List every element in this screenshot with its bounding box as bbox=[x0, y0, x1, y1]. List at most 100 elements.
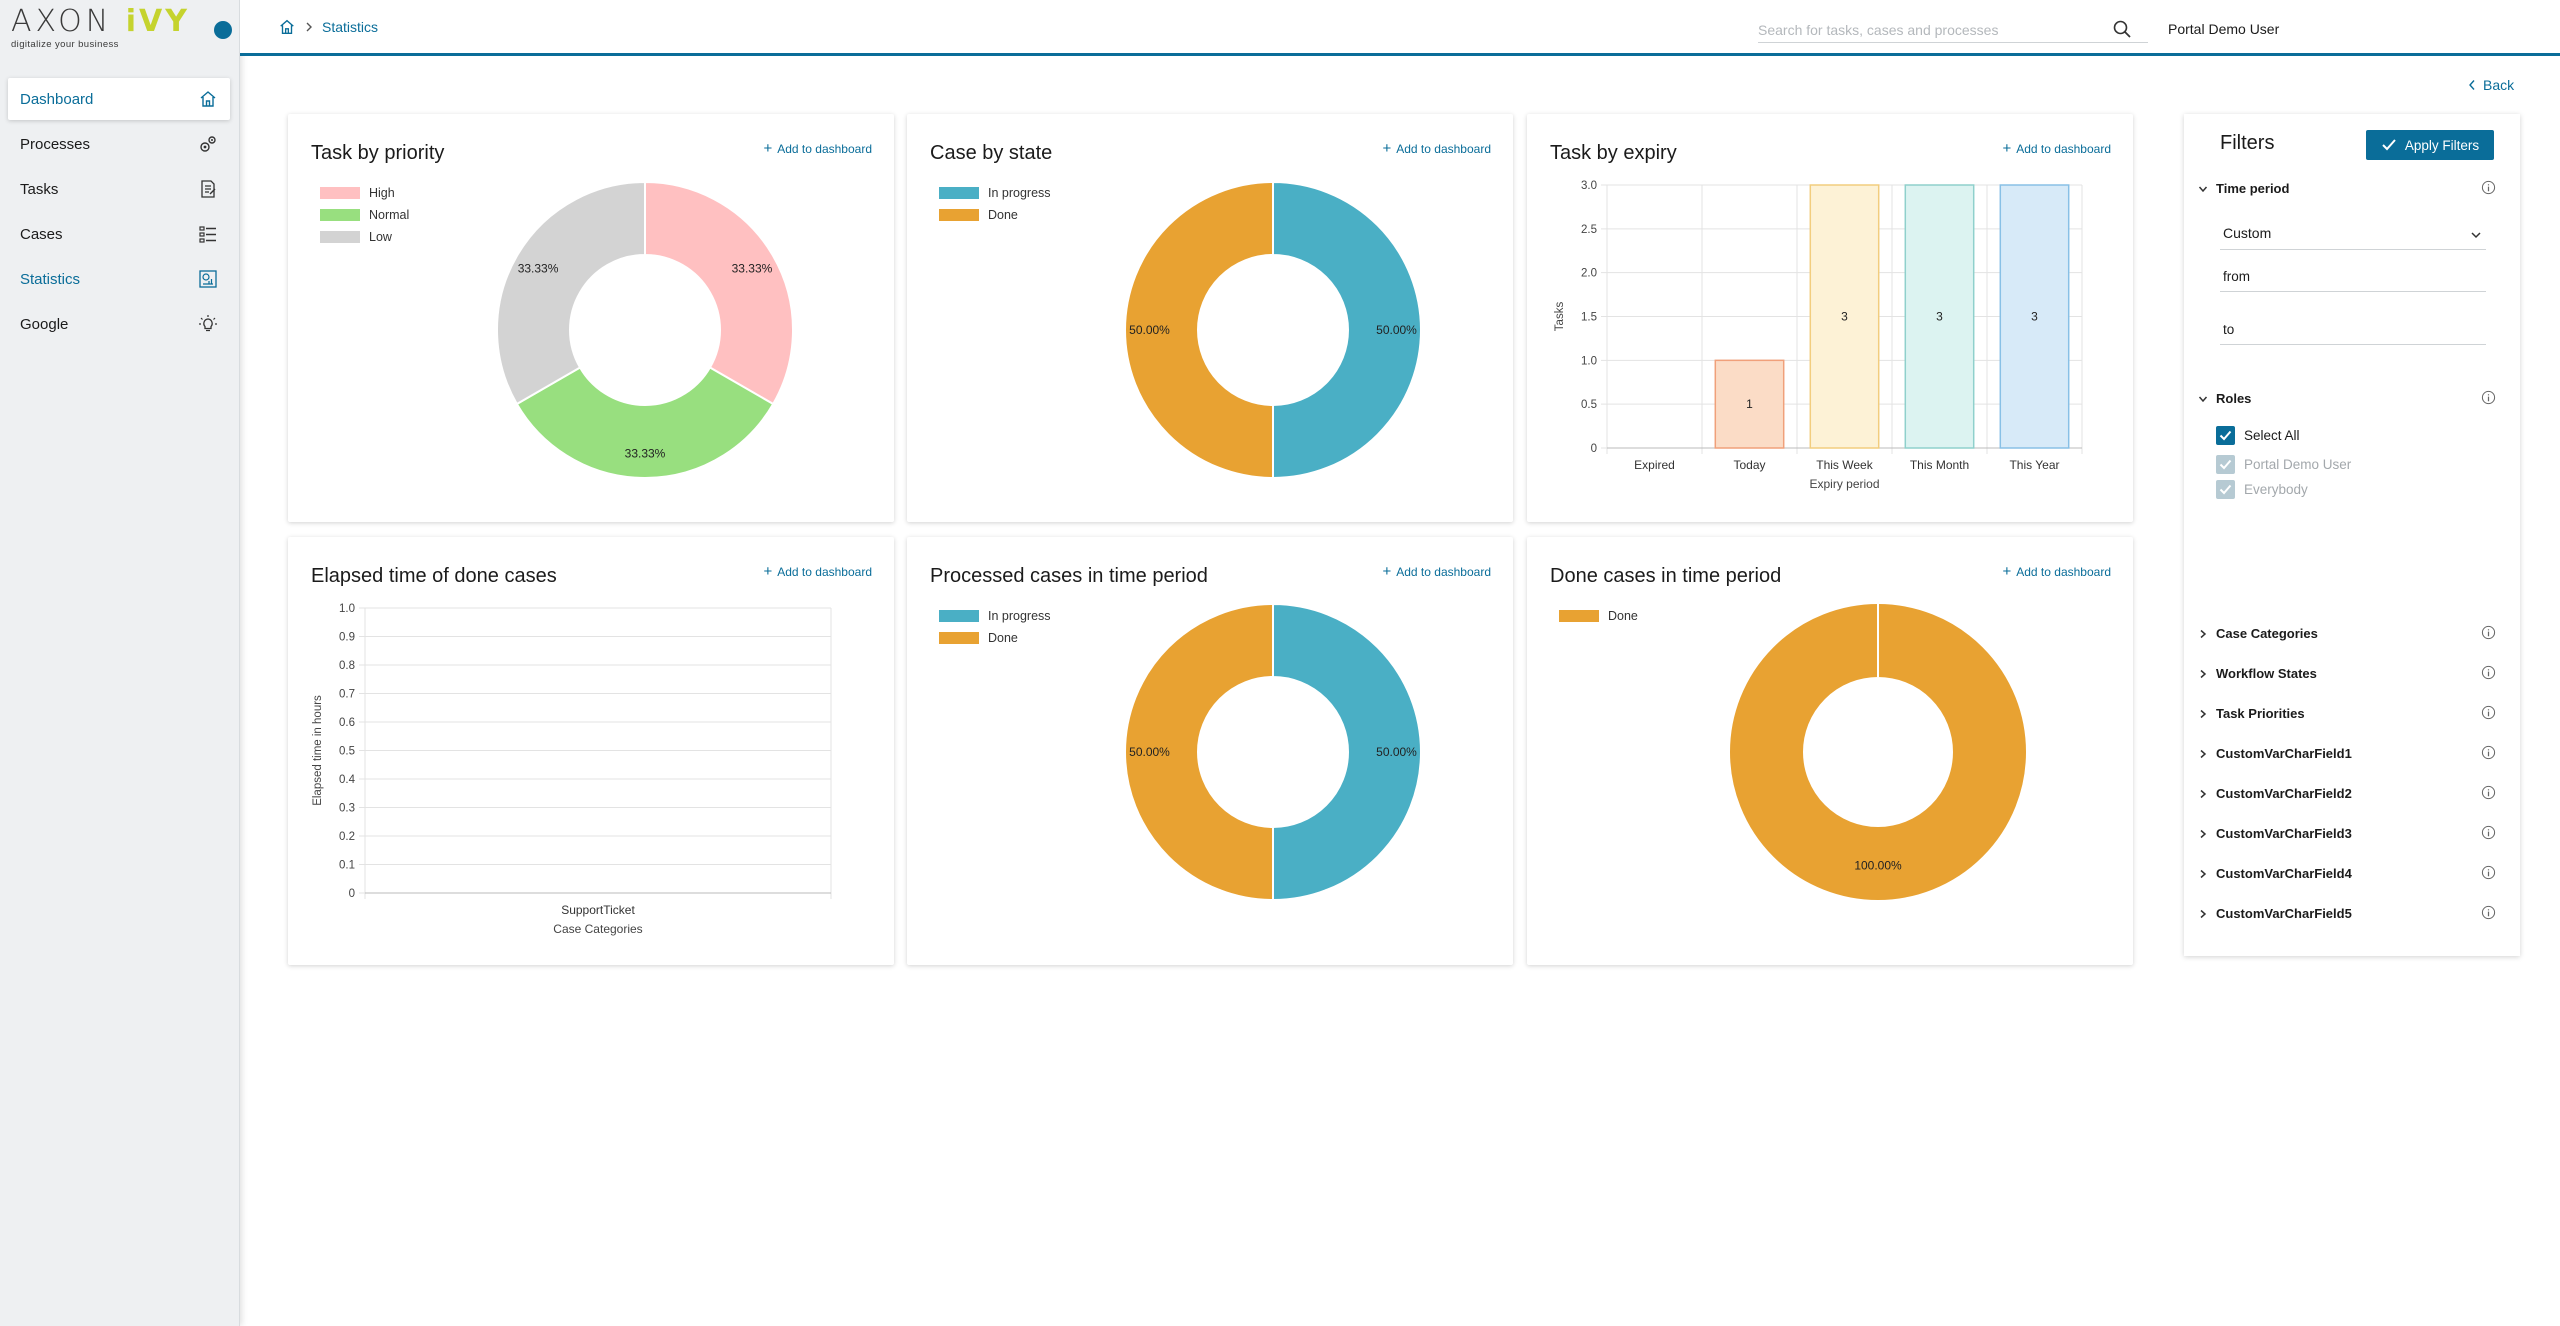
filter-section-time-period[interactable]: Time period bbox=[2198, 181, 2289, 196]
chevron-right-icon bbox=[2200, 749, 2207, 758]
menu-pin-toggle[interactable] bbox=[214, 21, 232, 39]
legend-item[interactable]: In progress bbox=[939, 605, 1051, 627]
info-icon[interactable] bbox=[2481, 905, 2496, 920]
legend-item[interactable]: Done bbox=[939, 627, 1051, 649]
legend-label: High bbox=[369, 186, 395, 200]
legend-label: Done bbox=[988, 631, 1018, 645]
filters-title: Filters bbox=[2220, 132, 2275, 154]
plus-icon: + bbox=[2002, 563, 2012, 580]
filter-section-label: Task Priorities bbox=[2216, 706, 2305, 721]
filter-section-workflow-states[interactable]: Workflow States bbox=[2198, 666, 2317, 681]
donut-slice[interactable] bbox=[496, 180, 646, 406]
time-period-select[interactable]: Custom bbox=[2220, 220, 2486, 250]
home-icon[interactable] bbox=[278, 18, 296, 36]
slice-value-label: 33.33% bbox=[518, 261, 559, 275]
y-tick-label: 0.8 bbox=[339, 660, 355, 672]
bar[interactable] bbox=[1999, 184, 2070, 449]
checkbox bbox=[2216, 480, 2235, 499]
add-to-dashboard-button[interactable]: + Add to dashboard bbox=[1382, 140, 1491, 157]
search-input[interactable] bbox=[1758, 17, 2148, 43]
sidebar-item-statistics[interactable]: Statistics bbox=[8, 258, 230, 300]
info-icon[interactable] bbox=[2481, 625, 2496, 640]
add-to-dashboard-button[interactable]: + Add to dashboard bbox=[763, 563, 872, 580]
sidebar-item-tasks[interactable]: Tasks bbox=[8, 168, 230, 210]
sidebar-item-cases[interactable]: Cases bbox=[8, 213, 230, 255]
x-axis-title: Case Categories bbox=[553, 922, 642, 936]
add-to-dashboard-button[interactable]: + Add to dashboard bbox=[1382, 563, 1491, 580]
sidebar: AXON iVY digitalize your business Dashbo… bbox=[0, 0, 240, 1326]
add-to-dashboard-label: Add to dashboard bbox=[777, 564, 872, 579]
legend-item[interactable]: Normal bbox=[320, 204, 409, 226]
date-to-input[interactable] bbox=[2220, 315, 2486, 345]
filter-section-roles[interactable]: Roles bbox=[2198, 391, 2251, 406]
sidebar-item-label: Tasks bbox=[20, 180, 59, 198]
filter-section-customvarcharfield3[interactable]: CustomVarCharField3 bbox=[2198, 826, 2352, 841]
y-tick-label: 0.4 bbox=[339, 774, 356, 786]
info-icon[interactable] bbox=[2481, 785, 2496, 800]
info-icon[interactable] bbox=[2481, 865, 2496, 880]
bar-value-label: 1 bbox=[1746, 397, 1753, 411]
info-icon[interactable] bbox=[2481, 665, 2496, 680]
filter-section-customvarcharfield2[interactable]: CustomVarCharField2 bbox=[2198, 786, 2352, 801]
back-link[interactable]: Back bbox=[2468, 77, 2514, 93]
filter-section-label: CustomVarCharField4 bbox=[2216, 866, 2352, 881]
filter-section-task-priorities[interactable]: Task Priorities bbox=[2198, 706, 2305, 721]
case-list-icon bbox=[199, 226, 216, 243]
donut-slice[interactable] bbox=[1272, 180, 1422, 480]
add-to-dashboard-button[interactable]: + Add to dashboard bbox=[763, 140, 872, 157]
donut-slice[interactable] bbox=[515, 366, 775, 479]
add-to-dashboard-button[interactable]: + Add to dashboard bbox=[2002, 140, 2111, 157]
filter-section-label: Time period bbox=[2216, 181, 2290, 196]
sidebar-item-google[interactable]: Google bbox=[8, 303, 230, 345]
filter-section-customvarcharfield4[interactable]: CustomVarCharField4 bbox=[2198, 866, 2352, 881]
role-checkbox-select-all[interactable]: Select All bbox=[2216, 426, 2300, 445]
breadcrumb-current[interactable]: Statistics bbox=[322, 19, 379, 35]
axon-ivy-logo[interactable]: AXON iVY digitalize your business bbox=[11, 6, 190, 51]
info-icon[interactable] bbox=[2481, 180, 2496, 195]
info-icon[interactable] bbox=[2481, 745, 2496, 760]
filter-section-customvarcharfield1[interactable]: CustomVarCharField1 bbox=[2198, 746, 2352, 761]
legend-item[interactable]: Low bbox=[320, 226, 409, 248]
legend-item[interactable]: In progress bbox=[939, 182, 1051, 204]
sidebar-item-dashboard[interactable]: Dashboard bbox=[8, 78, 230, 120]
user-menu[interactable]: Portal Demo User bbox=[2168, 21, 2280, 37]
date-from-input[interactable] bbox=[2220, 262, 2486, 292]
info-icon[interactable] bbox=[2481, 390, 2496, 405]
y-tick-label: 0 bbox=[349, 888, 355, 900]
x-tick-label: This Year bbox=[2009, 458, 2059, 472]
y-tick-label: 2.5 bbox=[1581, 224, 1597, 236]
filter-section-customvarcharfield5[interactable]: CustomVarCharField5 bbox=[2198, 906, 2352, 921]
statistics-icon bbox=[199, 270, 217, 288]
x-tick-label: SupportTicket bbox=[561, 903, 635, 917]
legend-swatch bbox=[320, 187, 360, 199]
donut-slice[interactable] bbox=[1124, 602, 1274, 902]
bar[interactable] bbox=[1714, 359, 1785, 449]
filter-section-case-categories[interactable]: Case Categories bbox=[2198, 626, 2318, 641]
donut-slice[interactable] bbox=[1272, 602, 1422, 902]
checkbox bbox=[2216, 455, 2235, 474]
bar[interactable] bbox=[1809, 184, 1880, 449]
add-to-dashboard-button[interactable]: + Add to dashboard bbox=[2002, 563, 2111, 580]
search-icon[interactable] bbox=[2112, 19, 2132, 39]
legend-item[interactable]: Done bbox=[939, 204, 1051, 226]
donut-slice[interactable] bbox=[644, 180, 794, 406]
info-icon[interactable] bbox=[2481, 705, 2496, 720]
legend-item[interactable]: Done bbox=[1559, 605, 1638, 627]
plus-icon: + bbox=[1382, 140, 1392, 157]
chart-card-task-by-priority: Task by priority + Add to dashboard High … bbox=[288, 114, 894, 522]
donut-slice[interactable] bbox=[1124, 180, 1274, 480]
checkbox[interactable] bbox=[2216, 426, 2235, 445]
chevron-down-icon bbox=[2198, 186, 2208, 192]
legend-label: Normal bbox=[369, 208, 410, 222]
checkbox-label: Everybody bbox=[2244, 482, 2308, 497]
legend-item[interactable]: High bbox=[320, 182, 409, 204]
info-icon[interactable] bbox=[2481, 825, 2496, 840]
sidebar-item-label: Processes bbox=[20, 135, 91, 153]
sidebar-item-processes[interactable]: Processes bbox=[8, 123, 230, 165]
bar[interactable] bbox=[1904, 184, 1975, 449]
chevron-right-icon bbox=[306, 22, 312, 32]
chart-legend: In progress Done bbox=[939, 605, 1051, 649]
apply-filters-button[interactable]: Apply Filters bbox=[2366, 130, 2494, 160]
y-tick-label: 1.5 bbox=[1581, 312, 1597, 324]
y-tick-label: 0.5 bbox=[1581, 399, 1597, 411]
